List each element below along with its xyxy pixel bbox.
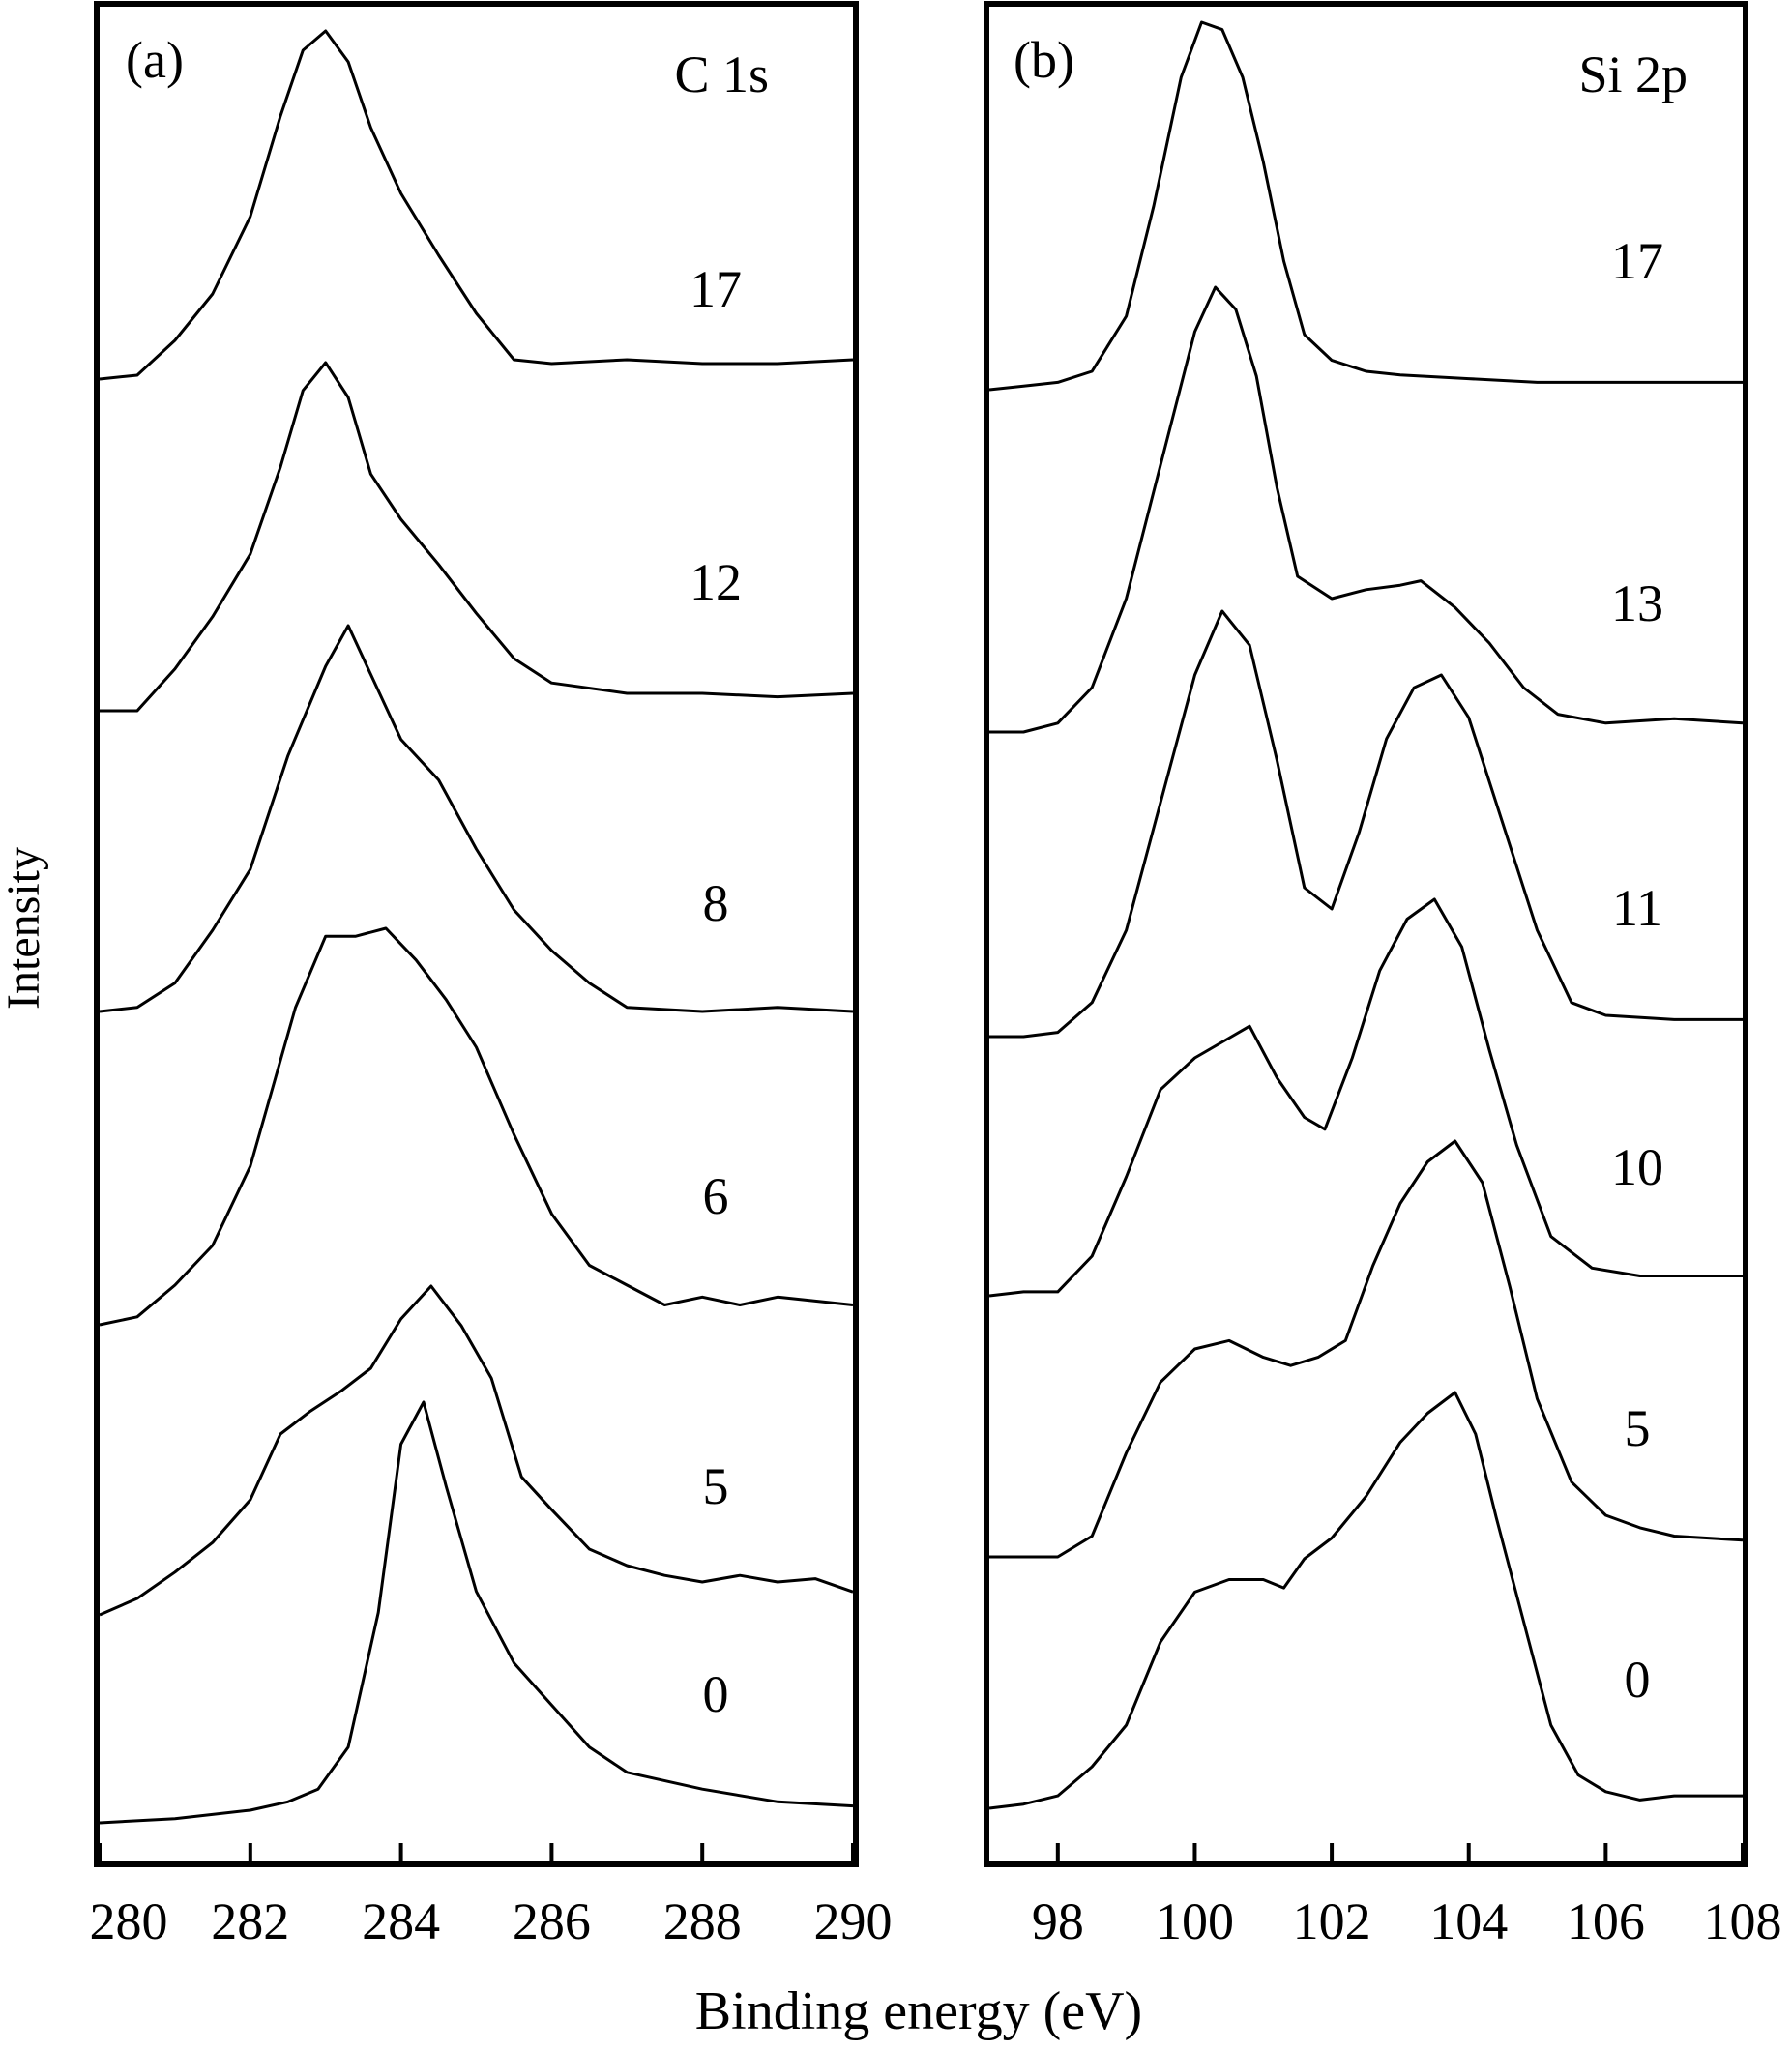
panel-a-frame [94, 1, 859, 1867]
panel-b-series-line-13 [989, 285, 1744, 734]
y-axis-label: Intensity [0, 847, 49, 1010]
panel-a-series-label-12: 12 [690, 553, 742, 611]
panel-a-series-line-6 [99, 926, 854, 1327]
panel-a-label: (a) [126, 31, 184, 89]
panel-a-x-tick-label: 290 [814, 1892, 893, 1950]
panel-b-series-label-0: 0 [1625, 1651, 1651, 1709]
panel-a-x-tick-label: 280 [90, 1892, 168, 1950]
panel-b-x-tick-label: 104 [1429, 1892, 1508, 1950]
panel-b-series-label-13: 13 [1611, 574, 1663, 632]
panel-b-series-line-17 [988, 20, 1743, 392]
panel-b-series-label-10: 10 [1611, 1138, 1663, 1196]
panel-a-series-line-5 [99, 1284, 854, 1617]
panel-b-x-tick-label: 106 [1567, 1892, 1645, 1950]
panel-a-x-tick-label: 288 [663, 1892, 742, 1950]
x-axis-label: Binding energy (eV) [695, 1981, 1142, 2041]
panel-a-series-label-17: 17 [690, 260, 742, 318]
panel-b-series-label-11: 11 [1612, 879, 1662, 937]
panel-b-x-tick-label: 100 [1156, 1892, 1234, 1950]
panel-a-x-tick-label: 284 [362, 1892, 440, 1950]
panel-b-label: (b) [1014, 31, 1074, 89]
panel-b-series-line-10 [988, 897, 1743, 1298]
panel-a-series-line-0 [99, 1400, 854, 1825]
panel-a-series-line-17 [99, 29, 854, 381]
panel-b-series-line-11 [989, 609, 1743, 1039]
panel-b-series-lines: 17 13 11 10 5 0 [988, 20, 1744, 1810]
panel-a-series-label-8: 8 [703, 874, 729, 932]
panel-b-x-tick-label: 102 [1293, 1892, 1371, 1950]
panel-a-series-label-0: 0 [703, 1665, 729, 1723]
panel-a-x-tick-label: 282 [211, 1892, 289, 1950]
panel-a-series-line-8 [99, 624, 854, 1013]
panel-b-frame [984, 1, 1748, 1867]
panel-a-series-label-6: 6 [703, 1167, 729, 1225]
panel-a-element-label: C 1s [674, 45, 769, 103]
panel-b-x-ticks: 98 100 102 104 106 108 [1032, 1843, 1782, 1950]
panel-b-x-tick-label: 98 [1032, 1892, 1084, 1950]
panel-b-series-label-5: 5 [1625, 1399, 1651, 1457]
panel-b-x-tick-label: 108 [1704, 1892, 1782, 1950]
panel-b-series-label-17: 17 [1611, 232, 1663, 290]
panel-a-series-label-5: 5 [703, 1457, 729, 1515]
panel-a-x-ticks: 280 282 284 286 288 290 [90, 1843, 893, 1950]
panel-b-element-label: Si 2p [1578, 45, 1688, 103]
panel-a-x-tick-label: 286 [513, 1892, 591, 1950]
panel-a-series-lines: 17 12 8 6 5 0 [99, 29, 854, 1825]
panel-a-series-line-12 [100, 361, 854, 713]
panel-b-series-line-0 [988, 1391, 1743, 1810]
panel-b: (b) Si 2p 17 13 11 10 5 0 98 100 102 104 106 108 [984, 1, 1782, 1950]
panel-a: (a) C 1s 17 12 8 6 5 0 280 282 284 286 288 290 [90, 1, 893, 1950]
panel-b-series-line-5 [989, 1139, 1744, 1559]
